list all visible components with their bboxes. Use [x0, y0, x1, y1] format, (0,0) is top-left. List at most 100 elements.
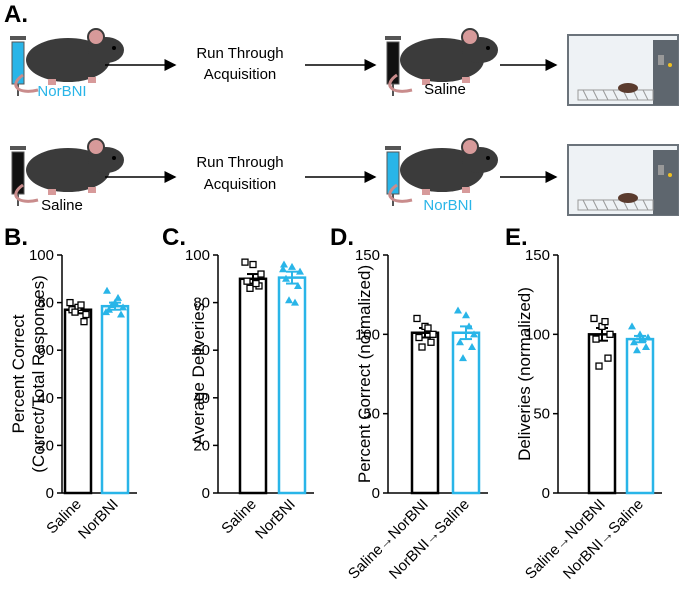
- data-point: [71, 308, 79, 316]
- data-point: [243, 277, 251, 285]
- y-tick-label: 60: [37, 342, 54, 359]
- bar: [63, 308, 93, 495]
- data-point: [285, 296, 293, 304]
- data-point: [246, 284, 254, 292]
- data-point: [288, 262, 296, 270]
- data-point: [424, 324, 432, 332]
- data-point: [465, 322, 473, 330]
- data-point: [114, 293, 122, 301]
- data-point: [108, 300, 116, 308]
- bar: [410, 331, 440, 495]
- x-tick-label: NorBNI: [252, 496, 299, 543]
- y-axis-label: (Correct/Total Responses): [29, 275, 48, 472]
- step-label: Acquisition: [204, 66, 277, 83]
- data-point: [590, 314, 598, 323]
- y-tick-label: 0: [372, 485, 380, 502]
- data-point: [604, 354, 612, 362]
- data-point: [252, 279, 260, 288]
- data-point: [601, 317, 609, 326]
- y-tick-label: 50: [533, 406, 550, 423]
- data-point: [119, 303, 127, 311]
- y-tick-label: 100: [355, 326, 380, 343]
- y-tick-label: 80: [193, 295, 210, 312]
- data-point: [628, 322, 636, 330]
- data-point: [102, 308, 110, 316]
- y-tick-label: 150: [525, 247, 550, 264]
- y-tick-label: 80: [37, 295, 54, 312]
- data-point: [427, 338, 435, 346]
- y-axis-label: Percent Correct: [9, 314, 28, 433]
- syringe: [385, 146, 401, 206]
- data-point: [606, 330, 614, 338]
- data-point: [249, 260, 257, 269]
- data-point: [468, 343, 476, 351]
- data-point: [103, 286, 111, 294]
- data-point: [413, 314, 421, 323]
- x-tick-label: NorBNI: [75, 496, 122, 543]
- step-label: Run Through: [196, 45, 283, 62]
- step-label: Acquisition: [204, 176, 277, 193]
- data-point: [241, 258, 249, 266]
- y-tick-label: 100: [185, 247, 210, 264]
- operant-box: [567, 144, 679, 216]
- y-tick-label: 0: [46, 485, 54, 502]
- data-point: [66, 298, 74, 307]
- data-point: [294, 281, 302, 289]
- y-tick-label: 20: [37, 437, 54, 454]
- y-tick-label: 40: [37, 390, 54, 407]
- data-point: [462, 311, 470, 319]
- data-point: [80, 317, 88, 326]
- bar: [451, 331, 481, 495]
- data-point: [595, 362, 603, 370]
- y-axis-label: Deliveries (normalized): [515, 287, 534, 461]
- data-point: [456, 338, 464, 346]
- bar: [277, 276, 307, 495]
- y-tick-label: 100: [525, 326, 550, 343]
- data-point: [415, 333, 423, 342]
- mouse: [14, 137, 126, 203]
- data-point: [296, 267, 304, 275]
- mouse: [14, 27, 126, 93]
- data-point: [429, 330, 437, 338]
- y-tick-label: 40: [193, 390, 210, 407]
- data-point: [633, 346, 641, 354]
- y-tick-label: 0: [542, 485, 550, 502]
- y-tick-label: 150: [355, 247, 380, 264]
- operant-box: [567, 34, 679, 106]
- syringe: [385, 36, 401, 96]
- data-point: [459, 354, 467, 362]
- mouse: [388, 137, 500, 203]
- panel-label: E.: [505, 224, 528, 251]
- data-point: [77, 301, 85, 309]
- data-point: [642, 343, 650, 351]
- panel-label: C.: [162, 224, 186, 251]
- bar: [625, 337, 655, 495]
- y-tick-label: 60: [193, 342, 210, 359]
- panel-label: A.: [4, 1, 28, 28]
- data-point: [82, 310, 90, 319]
- bar: [238, 277, 268, 495]
- y-axis-label: Average Deliveries: [189, 303, 208, 445]
- panel-label: D.: [330, 224, 354, 251]
- treatment-label: NorBNI: [37, 83, 86, 100]
- y-tick-label: 20: [193, 437, 210, 454]
- y-tick-label: 100: [29, 247, 54, 264]
- data-point: [279, 265, 287, 273]
- y-tick-label: 50: [363, 406, 380, 423]
- treatment-label: Saline: [424, 81, 466, 98]
- data-point: [117, 310, 125, 318]
- bar: [100, 304, 130, 495]
- data-point: [454, 306, 462, 314]
- treatment-label: NorBNI: [423, 197, 472, 214]
- treatment-label: Saline: [41, 197, 83, 214]
- data-point: [636, 330, 644, 338]
- data-point: [630, 338, 638, 346]
- syringe: [10, 36, 26, 96]
- data-point: [418, 343, 426, 351]
- panel-label: B.: [4, 224, 28, 251]
- y-axis-label: Percent Correct (normalized): [355, 265, 374, 483]
- data-point: [291, 298, 299, 306]
- data-point: [470, 330, 478, 338]
- data-point: [257, 270, 265, 278]
